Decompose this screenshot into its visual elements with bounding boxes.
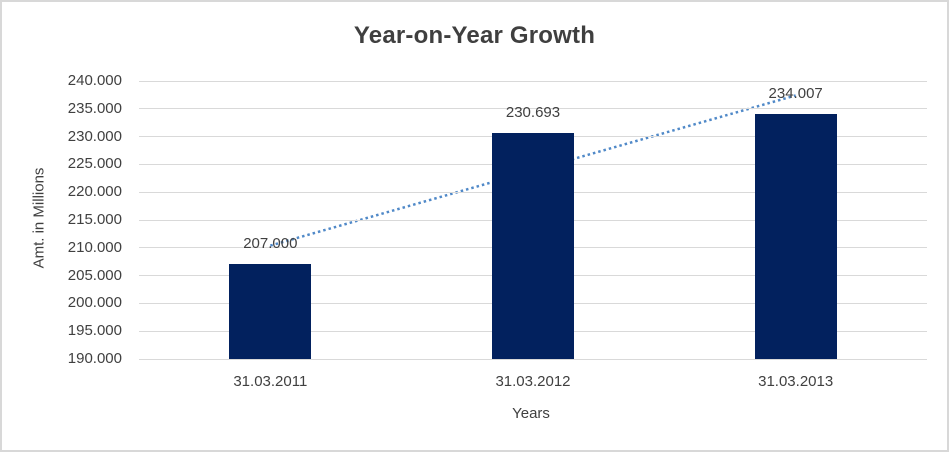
- bar: [229, 264, 311, 359]
- y-axis-tick-label: 230.000: [67, 127, 122, 145]
- gridline: [139, 80, 927, 82]
- bar-value-label: 207.000: [243, 235, 298, 253]
- y-axis-tick-label: 240.000: [67, 72, 122, 89]
- bar-value-label: 234.007: [768, 85, 823, 103]
- gridline: [139, 358, 927, 360]
- x-axis-title: Years: [512, 405, 550, 422]
- y-axis-tick-label: 235.000: [67, 99, 122, 117]
- x-axis-tick-label: 31.03.2013: [758, 373, 834, 390]
- bar: [755, 114, 837, 359]
- x-axis-tick-label: 31.03.2011: [233, 373, 308, 390]
- y-axis-tick-label: 195.000: [67, 322, 122, 340]
- bar-value-label: 230.693: [505, 103, 561, 121]
- y-axis-tick-label: 205.000: [67, 266, 122, 284]
- y-axis-tick-label: 220.000: [67, 183, 122, 201]
- y-axis-tick-label: 225.000: [67, 155, 122, 173]
- gridline: [139, 108, 927, 110]
- bar: [492, 132, 574, 359]
- y-axis-tick-label: 190.000: [67, 350, 122, 367]
- y-axis-tick-label: 210.000: [67, 238, 122, 256]
- y-axis-tick-label: 215.000: [67, 211, 122, 228]
- y-axis-tick-label: 200.000: [67, 294, 122, 312]
- chart-title: Year-on-Year Growth: [353, 22, 596, 49]
- x-axis-tick-label: 31.03.2012: [495, 373, 571, 390]
